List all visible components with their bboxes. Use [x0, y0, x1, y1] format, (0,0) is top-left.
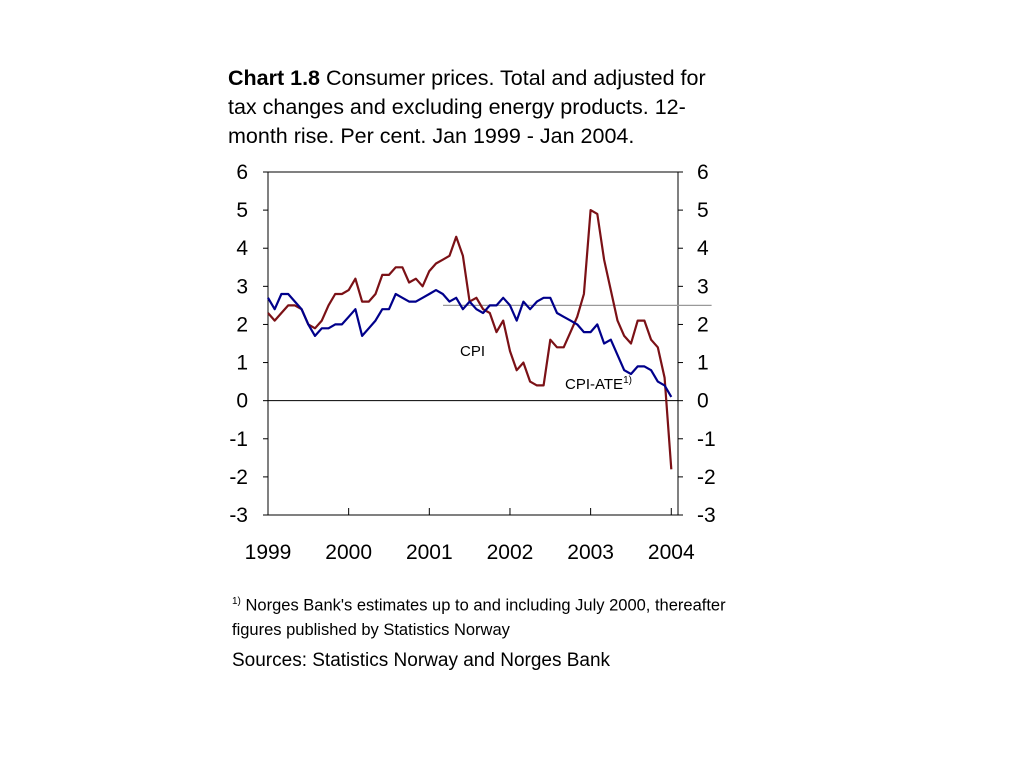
- y-tick-label-right: -3: [697, 504, 716, 527]
- y-tick-label-left: 2: [236, 313, 248, 336]
- y-tick-label-right: 2: [697, 313, 709, 336]
- x-tick-label: 2003: [567, 541, 614, 564]
- x-tick-label: 1999: [245, 541, 292, 564]
- y-tick-label-left: 1: [236, 352, 248, 375]
- annotation-footnote-marker: 1): [623, 375, 632, 386]
- y-tick-label-left: 3: [236, 275, 248, 298]
- y-tick-label-right: -2: [697, 466, 716, 489]
- footnote-text: Norges Bank's estimates up to and includ…: [232, 596, 726, 639]
- y-tick-label-left: 4: [236, 237, 248, 260]
- annotation-cpi-ate: CPI-ATE1): [565, 375, 632, 393]
- plot-frame: [267, 171, 679, 516]
- x-tick-label: 2002: [487, 541, 534, 564]
- x-tick-label: 2004: [648, 541, 695, 564]
- y-tick-label-left: -3: [229, 504, 248, 527]
- y-tick-label-right: -1: [697, 428, 716, 451]
- x-tick-label: 2000: [325, 541, 372, 564]
- y-tick-label-left: -1: [229, 428, 248, 451]
- annotation-cpi: CPI: [460, 343, 485, 360]
- series-line-cpi-ate: [267, 289, 673, 398]
- y-tick-label-left: -2: [229, 466, 248, 489]
- y-tick-label-right: 5: [697, 199, 709, 222]
- chart-number: Chart 1.8: [228, 66, 321, 90]
- sources-note: Sources: Statistics Norway and Norges Ba…: [232, 650, 611, 671]
- y-tick-label-right: 3: [697, 275, 709, 298]
- chart-title: Chart 1.8 Consumer prices. Total and adj…: [228, 64, 708, 151]
- y-tick-label-right: 0: [697, 390, 709, 413]
- footnote: 1) Norges Bank's estimates up to and inc…: [232, 590, 752, 642]
- x-tick-label: 2001: [406, 541, 453, 564]
- y-tick-label-left: 6: [236, 161, 248, 184]
- y-tick-label-right: 1: [697, 352, 709, 375]
- footnote-marker: 1): [232, 596, 241, 607]
- y-tick-label-right: 4: [697, 237, 709, 260]
- y-tick-label-left: 0: [236, 390, 248, 413]
- y-tick-label-right: 6: [697, 161, 709, 184]
- y-tick-label-left: 5: [236, 199, 248, 222]
- chart-title-text: Consumer prices. Total and adjusted for …: [228, 66, 706, 148]
